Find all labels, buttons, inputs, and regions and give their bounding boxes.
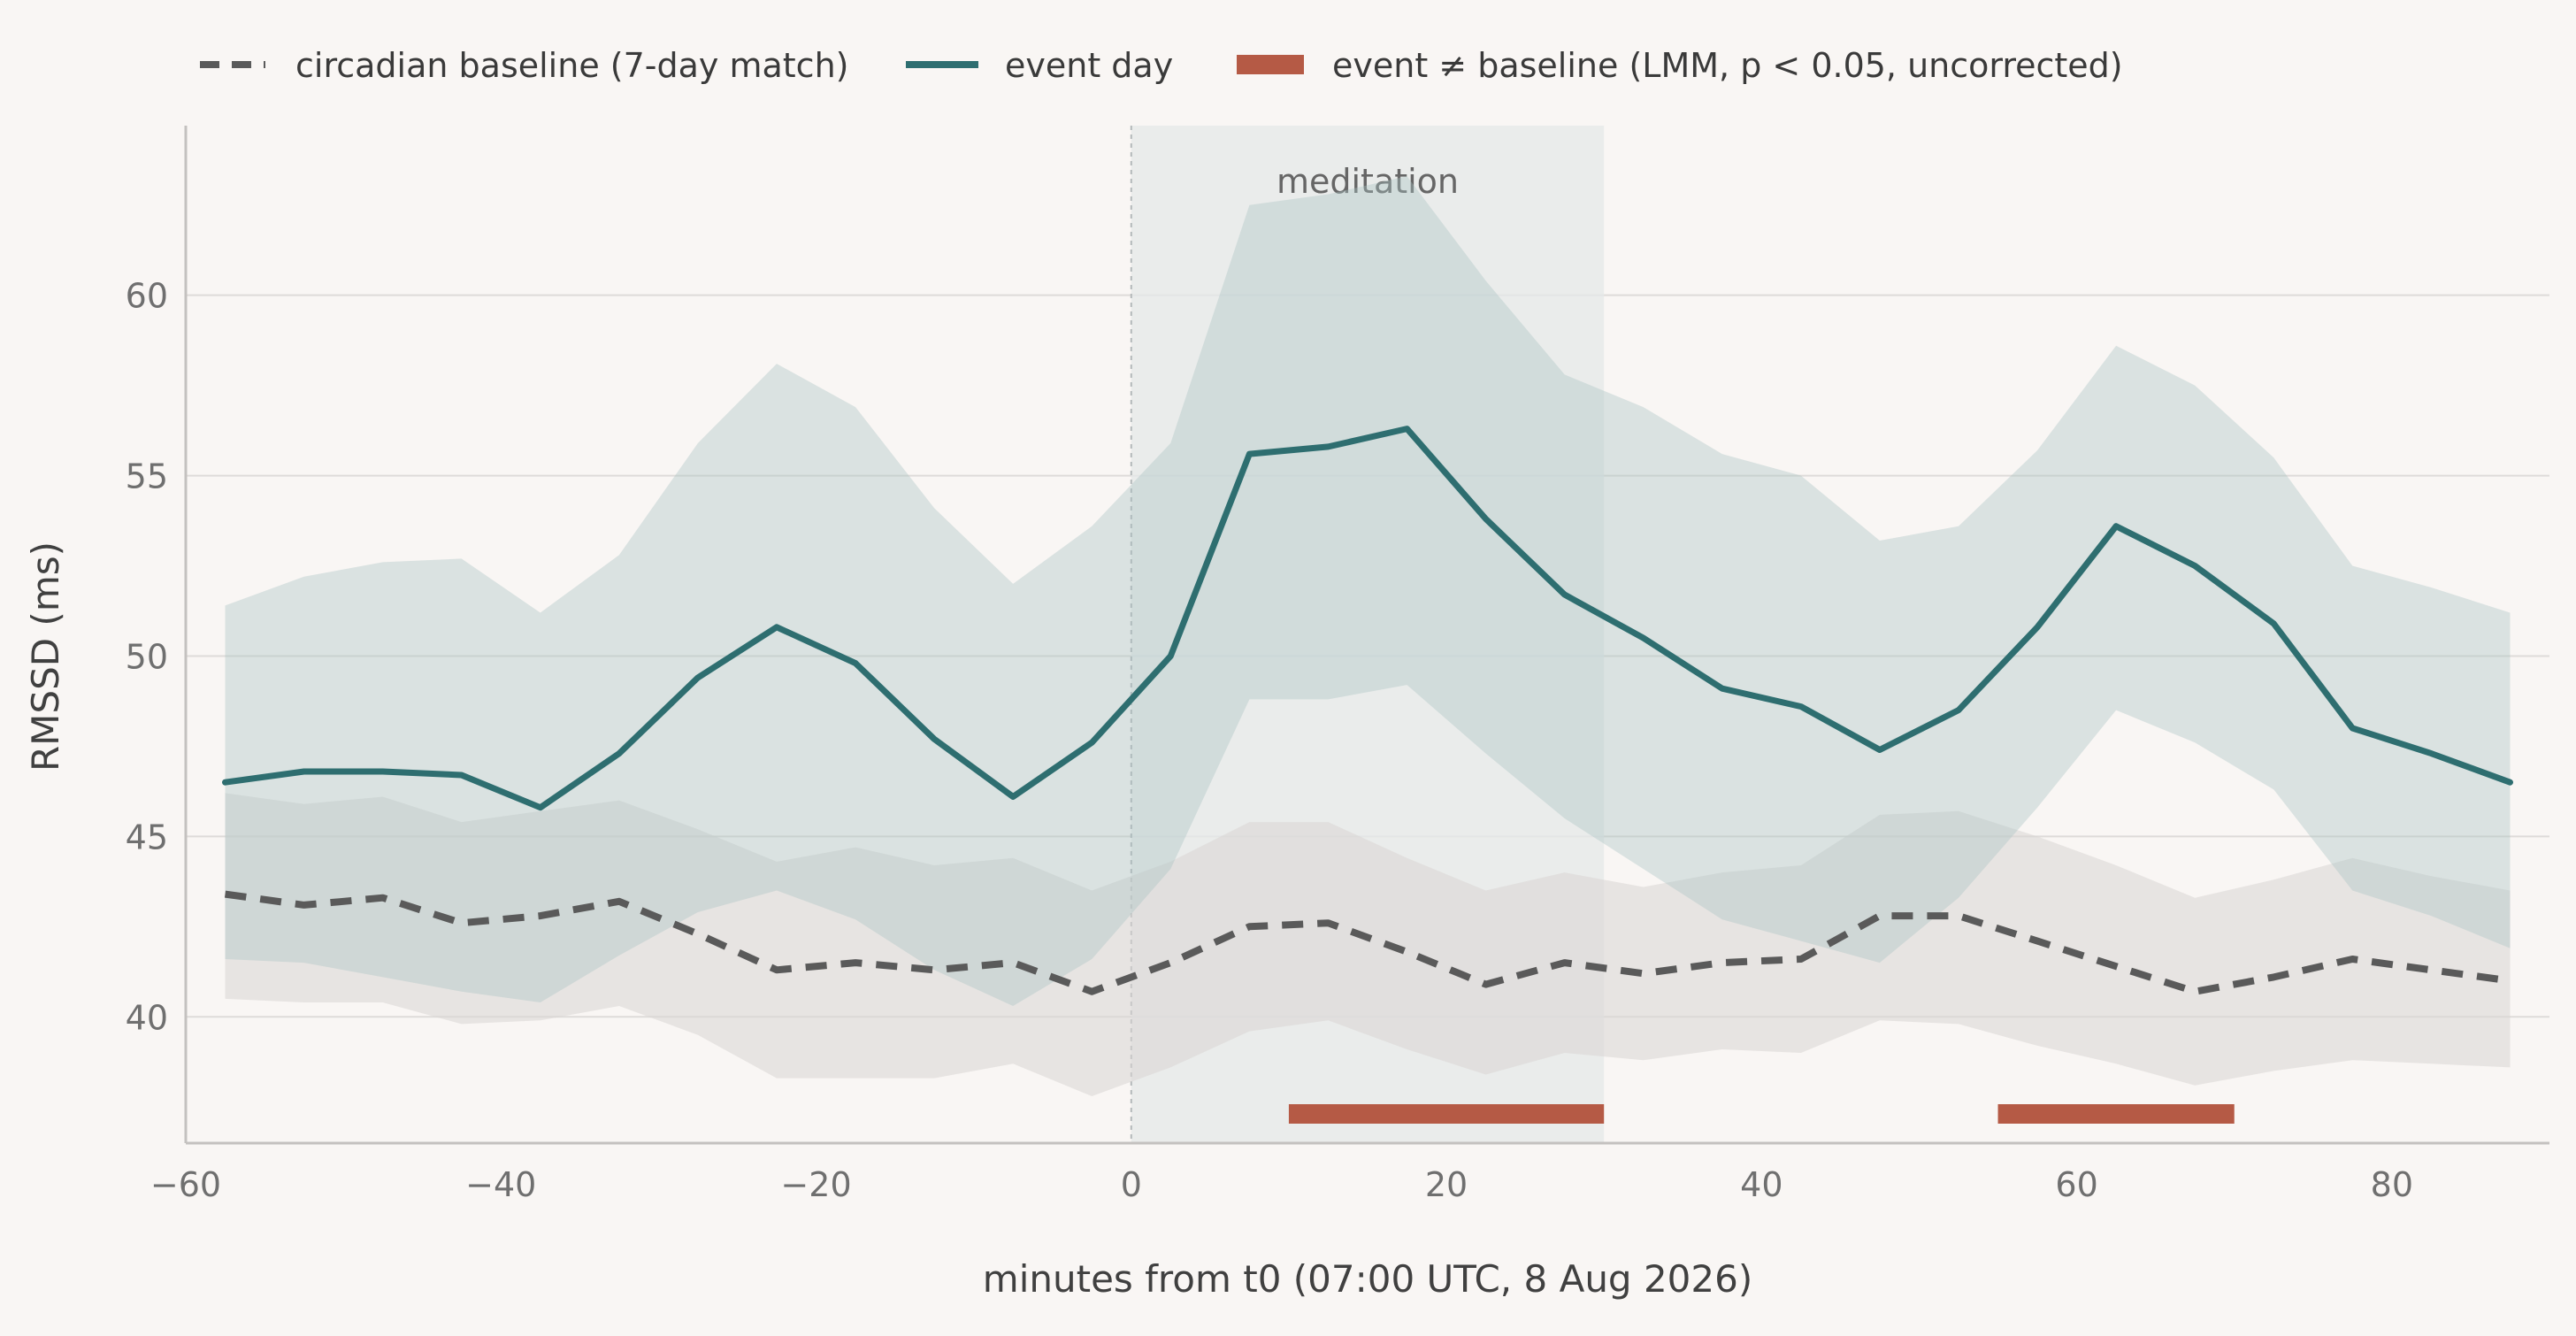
- tick-labels: −60 −40 −20 0 20 40 60 80 40 45 50 55 60: [126, 277, 2413, 1204]
- x-tick-label: 0: [1121, 1165, 1142, 1204]
- band-baseline: [225, 793, 2511, 1096]
- x-tick-label: −40: [465, 1165, 536, 1204]
- y-tick-label: 45: [126, 818, 168, 856]
- x-axis-title: minutes from t0 (07:00 UTC, 8 Aug 2026): [983, 1257, 1752, 1301]
- significance-bars: [1288, 1104, 2235, 1124]
- y-tick-label: 40: [126, 998, 168, 1037]
- legend-label-event-day: event day: [1005, 46, 1173, 85]
- legend: circadian baseline (7-day match) event d…: [200, 46, 2123, 85]
- x-tick-label: 60: [2055, 1165, 2097, 1204]
- legend-label-baseline: circadian baseline (7-day match): [295, 46, 848, 85]
- x-tick-label: 20: [1425, 1165, 1468, 1204]
- band-event-day: [225, 176, 2511, 1007]
- legend-label-significance: event ≠ baseline (LMM, p < 0.05, uncorre…: [1332, 46, 2123, 85]
- series-line-baseline: [224, 890, 2511, 995]
- x-tick-label: −20: [780, 1165, 851, 1204]
- y-tick-label: 50: [126, 637, 168, 676]
- meditation-label: meditation: [1276, 162, 1459, 201]
- axes: [184, 126, 2549, 1145]
- significance-bar: [1288, 1104, 1605, 1124]
- series-lines: [222, 426, 2513, 995]
- series-line-event-day: [222, 426, 2513, 811]
- legend-swatch-significance: [1237, 55, 1304, 74]
- y-axis-title: RMSSD (ms): [24, 541, 67, 772]
- significance-bar: [1997, 1104, 2235, 1124]
- y-tick-label: 60: [126, 277, 168, 316]
- y-tick-label: 55: [126, 457, 168, 496]
- x-tick-label: 80: [2371, 1165, 2413, 1204]
- x-tick-label: 40: [1740, 1165, 1782, 1204]
- x-tick-label: −60: [150, 1165, 221, 1204]
- confidence-bands: [225, 176, 2511, 1096]
